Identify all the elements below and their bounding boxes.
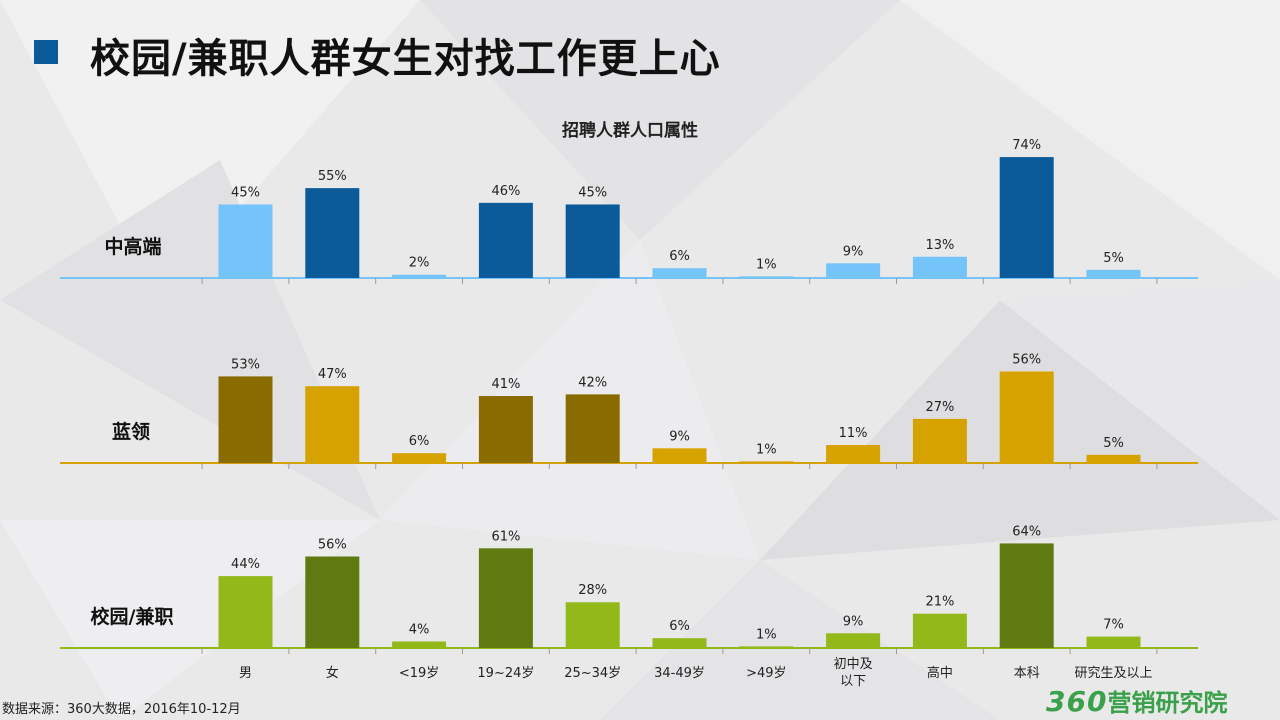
category-label: 本科 bbox=[1014, 666, 1040, 681]
data-label: 9% bbox=[843, 244, 864, 259]
data-label: 46% bbox=[491, 184, 520, 199]
data-label: 28% bbox=[578, 583, 607, 598]
data-label: 5% bbox=[1103, 436, 1124, 451]
bar bbox=[478, 396, 533, 463]
series-label: 中高端 bbox=[104, 235, 161, 258]
bar bbox=[999, 371, 1054, 463]
data-label: 61% bbox=[491, 529, 520, 544]
data-label: 42% bbox=[578, 375, 607, 390]
brand-logo: 360营销研究院 bbox=[1046, 686, 1227, 718]
bar bbox=[392, 453, 447, 463]
page-title: 校园/兼职人群女生对找工作更上心 bbox=[90, 36, 721, 82]
bar bbox=[1086, 269, 1141, 278]
category-label: 女 bbox=[326, 665, 339, 681]
category-label: 初中及以下 bbox=[834, 657, 873, 689]
data-label: 11% bbox=[839, 426, 868, 441]
data-label: 1% bbox=[756, 442, 777, 457]
bar bbox=[652, 268, 707, 278]
category-label: 19~24岁 bbox=[477, 666, 534, 681]
bar bbox=[826, 445, 881, 463]
bar bbox=[392, 641, 447, 648]
bar bbox=[478, 202, 533, 278]
bar bbox=[565, 602, 620, 648]
category-label: 25~34岁 bbox=[564, 666, 621, 681]
bar bbox=[826, 263, 881, 278]
data-label: 1% bbox=[756, 257, 777, 272]
data-label: 6% bbox=[409, 434, 430, 449]
category-label: 34-49岁 bbox=[654, 666, 705, 681]
title-marker bbox=[34, 40, 58, 64]
data-source-note: 数据来源：360大数据，2016年10-12月 bbox=[2, 702, 241, 717]
brand-text: 营销研究院 bbox=[1107, 689, 1228, 717]
bar bbox=[999, 543, 1054, 648]
bar bbox=[912, 613, 967, 648]
data-label: 27% bbox=[925, 400, 954, 415]
category-label: <19岁 bbox=[399, 666, 439, 681]
data-label: 13% bbox=[925, 238, 954, 253]
bar bbox=[652, 448, 707, 463]
series-label: 校园/兼职 bbox=[91, 605, 174, 628]
series-label: 蓝领 bbox=[112, 420, 150, 443]
bar bbox=[912, 256, 967, 278]
bar bbox=[218, 376, 273, 463]
bar bbox=[652, 638, 707, 648]
bar bbox=[999, 157, 1054, 278]
bar bbox=[305, 188, 360, 278]
data-label: 9% bbox=[669, 429, 690, 444]
data-label: 9% bbox=[843, 614, 864, 629]
bar bbox=[565, 204, 620, 278]
bar bbox=[826, 633, 881, 648]
data-label: 55% bbox=[318, 169, 347, 184]
bar bbox=[1086, 454, 1141, 463]
data-label: 7% bbox=[1103, 618, 1124, 633]
data-label: 45% bbox=[231, 185, 260, 200]
data-label: 6% bbox=[669, 249, 690, 264]
data-label: 47% bbox=[318, 367, 347, 382]
bar bbox=[565, 394, 620, 463]
bar bbox=[478, 548, 533, 648]
bar bbox=[305, 386, 360, 463]
data-label: 41% bbox=[491, 377, 520, 392]
data-label: 4% bbox=[409, 622, 430, 637]
data-label: 45% bbox=[578, 185, 607, 200]
bar bbox=[739, 276, 794, 278]
category-label: 男 bbox=[239, 666, 252, 681]
data-label: 21% bbox=[925, 595, 954, 610]
data-label: 2% bbox=[409, 256, 430, 271]
category-label: 高中 bbox=[927, 665, 953, 681]
bar bbox=[305, 556, 360, 648]
bar bbox=[392, 274, 447, 278]
data-label: 56% bbox=[1012, 352, 1041, 367]
data-label: 6% bbox=[669, 619, 690, 634]
bar bbox=[739, 461, 794, 463]
data-label: 5% bbox=[1103, 251, 1124, 266]
brand-number: 360 bbox=[1046, 685, 1108, 718]
data-label: 53% bbox=[231, 357, 260, 372]
data-label: 74% bbox=[1012, 138, 1041, 153]
category-label: 研究生及以上 bbox=[1074, 666, 1152, 681]
bar bbox=[912, 418, 967, 463]
category-label: >49岁 bbox=[746, 666, 786, 681]
data-label: 64% bbox=[1012, 524, 1041, 539]
data-label: 1% bbox=[756, 627, 777, 642]
bar bbox=[218, 204, 273, 278]
bar bbox=[218, 576, 273, 648]
bar bbox=[739, 646, 794, 648]
chart-title: 招聘人群人口属性 bbox=[562, 121, 698, 141]
bar bbox=[1086, 636, 1141, 648]
data-label: 56% bbox=[318, 537, 347, 552]
data-label: 44% bbox=[231, 557, 260, 572]
